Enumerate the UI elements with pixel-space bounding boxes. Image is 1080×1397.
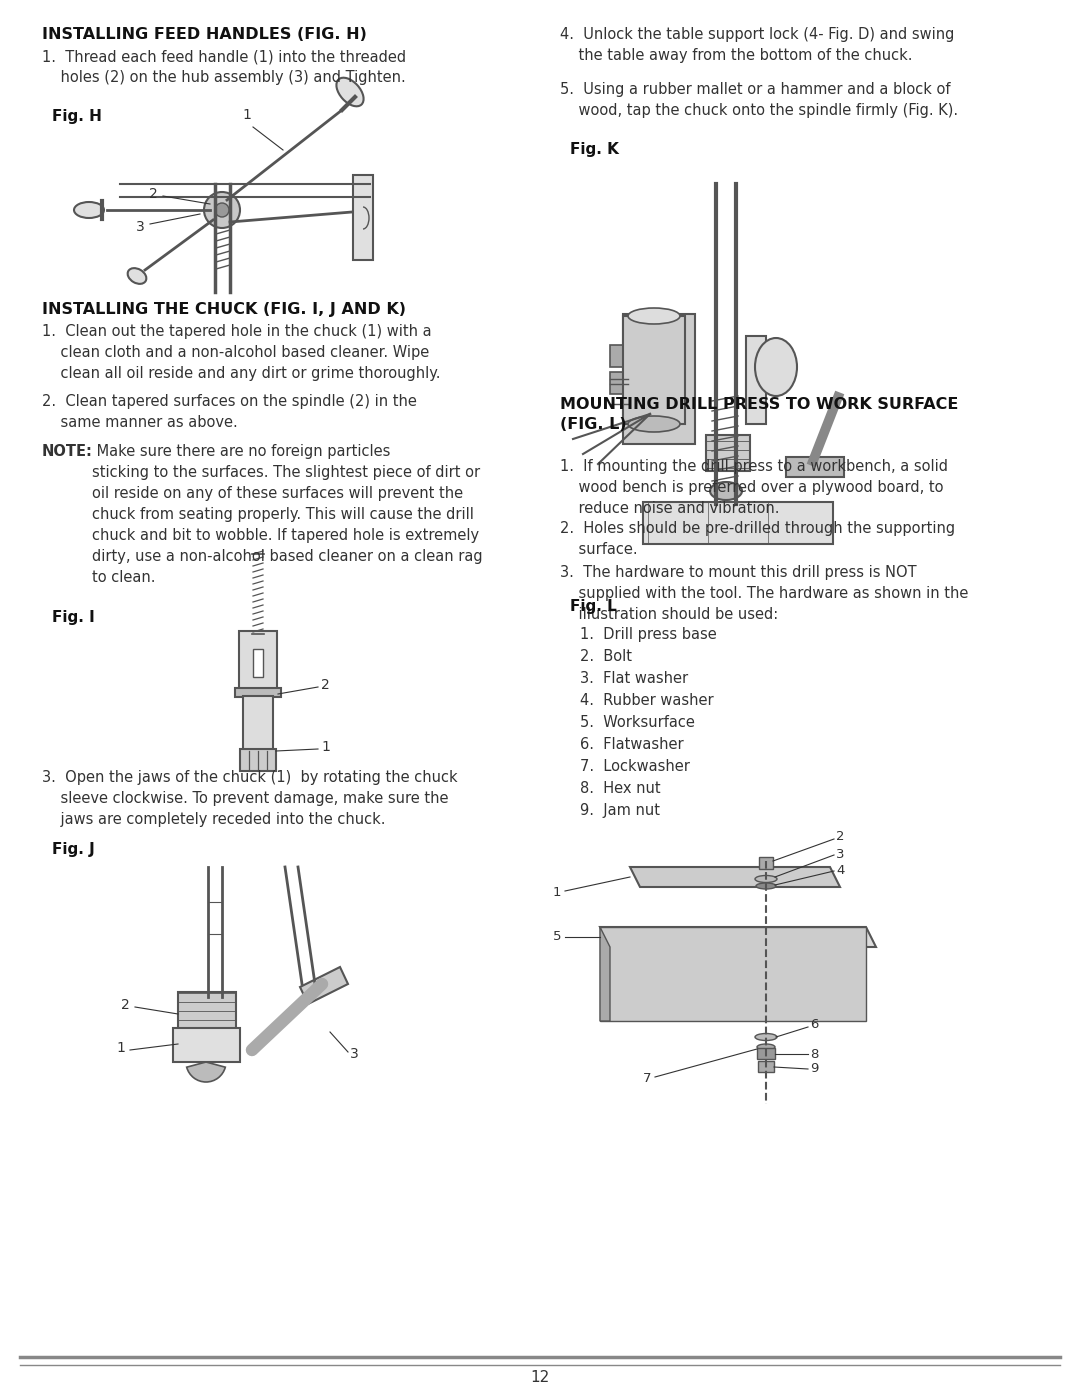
- Text: 1.  Clean out the tapered hole in the chuck (1) with a
    clean cloth and a non: 1. Clean out the tapered hole in the chu…: [42, 324, 441, 381]
- Ellipse shape: [710, 482, 742, 500]
- Ellipse shape: [75, 203, 104, 218]
- Text: MOUNTING DRILL PRESS TO WORK SURFACE
(FIG. L): MOUNTING DRILL PRESS TO WORK SURFACE (FI…: [561, 397, 958, 432]
- Bar: [757, 1048, 775, 1059]
- Text: 7.  Lockwasher: 7. Lockwasher: [580, 759, 690, 774]
- Text: 2: 2: [836, 830, 845, 844]
- Text: 4.  Rubber washer: 4. Rubber washer: [580, 693, 714, 708]
- Text: 9.  Jam nut: 9. Jam nut: [580, 803, 660, 819]
- Bar: [786, 457, 843, 476]
- Wedge shape: [187, 1062, 226, 1083]
- Text: 1: 1: [321, 740, 329, 754]
- Text: 5.  Using a rubber mallet or a hammer and a block of
    wood, tap the chuck ont: 5. Using a rubber mallet or a hammer and…: [561, 82, 958, 117]
- Ellipse shape: [336, 78, 364, 106]
- Text: 5: 5: [553, 930, 562, 943]
- Ellipse shape: [757, 1044, 775, 1051]
- Text: Fig. K: Fig. K: [570, 142, 619, 156]
- Ellipse shape: [127, 268, 147, 284]
- Text: 1.  Drill press base: 1. Drill press base: [580, 627, 717, 643]
- Bar: [643, 502, 833, 543]
- Text: Fig. H: Fig. H: [52, 109, 102, 124]
- Bar: [240, 749, 276, 771]
- Bar: [623, 316, 685, 425]
- Bar: [178, 992, 237, 1030]
- Text: 1: 1: [243, 108, 252, 122]
- Ellipse shape: [755, 338, 797, 395]
- Polygon shape: [600, 928, 610, 1021]
- Bar: [235, 687, 281, 697]
- Text: 2: 2: [321, 678, 329, 692]
- Polygon shape: [600, 928, 876, 947]
- Polygon shape: [600, 928, 866, 1021]
- Polygon shape: [630, 868, 840, 887]
- Text: Fig. L: Fig. L: [570, 599, 617, 615]
- Bar: [610, 372, 630, 394]
- Text: 8: 8: [810, 1048, 819, 1060]
- Bar: [758, 1060, 774, 1071]
- Text: 3: 3: [836, 848, 845, 862]
- Text: 5.  Worksurface: 5. Worksurface: [580, 715, 694, 731]
- Circle shape: [204, 191, 240, 228]
- Text: 6.  Flatwasher: 6. Flatwasher: [580, 738, 684, 752]
- Bar: [746, 337, 766, 425]
- Text: 4: 4: [836, 865, 845, 877]
- Text: 3.  The hardware to mount this drill press is NOT
    supplied with the tool. Th: 3. The hardware to mount this drill pres…: [561, 564, 969, 622]
- Text: 2.  Holes should be pre-drilled through the supporting
    surface.: 2. Holes should be pre-drilled through t…: [561, 521, 955, 557]
- Text: NOTE:: NOTE:: [42, 444, 93, 460]
- Bar: [706, 434, 750, 471]
- Text: 2: 2: [149, 187, 158, 201]
- Text: 3.  Open the jaws of the chuck (1)  by rotating the chuck
    sleeve clockwise. : 3. Open the jaws of the chuck (1) by rot…: [42, 770, 458, 827]
- Bar: [623, 314, 696, 444]
- Text: Fig. J: Fig. J: [52, 842, 95, 856]
- Text: Make sure there are no foreign particles
sticking to the surfaces. The slightest: Make sure there are no foreign particles…: [92, 444, 483, 585]
- Bar: [173, 1028, 240, 1062]
- Ellipse shape: [755, 876, 777, 883]
- Bar: [759, 856, 773, 869]
- Text: 4.  Unlock the table support lock (4- Fig. D) and swing
    the table away from : 4. Unlock the table support lock (4- Fig…: [561, 27, 955, 63]
- Text: 2.  Clean tapered surfaces on the spindle (2) in the
    same manner as above.: 2. Clean tapered surfaces on the spindle…: [42, 394, 417, 430]
- Circle shape: [215, 203, 229, 217]
- Ellipse shape: [627, 416, 680, 432]
- Bar: [253, 650, 264, 678]
- Text: 1.  If mounting the drill press to a workbench, a solid
    wood bench is prefer: 1. If mounting the drill press to a work…: [561, 460, 948, 515]
- Text: 3: 3: [350, 1046, 359, 1060]
- Text: INSTALLING THE CHUCK (FIG. I, J AND K): INSTALLING THE CHUCK (FIG. I, J AND K): [42, 302, 406, 317]
- Ellipse shape: [627, 307, 680, 324]
- Polygon shape: [300, 967, 348, 1004]
- Text: 1: 1: [117, 1041, 125, 1055]
- Text: 3: 3: [136, 219, 145, 235]
- Text: 2.  Bolt: 2. Bolt: [580, 650, 632, 664]
- Text: 1.  Thread each feed handle (1) into the threaded
    holes (2) on the hub assem: 1. Thread each feed handle (1) into the …: [42, 49, 406, 85]
- Text: 8.  Hex nut: 8. Hex nut: [580, 781, 661, 796]
- Bar: [239, 631, 276, 692]
- Text: 9: 9: [810, 1063, 819, 1076]
- Text: 6: 6: [810, 1017, 819, 1031]
- Text: INSTALLING FEED HANDLES (FIG. H): INSTALLING FEED HANDLES (FIG. H): [42, 27, 367, 42]
- Ellipse shape: [756, 883, 777, 888]
- Text: 12: 12: [530, 1369, 550, 1384]
- Ellipse shape: [755, 1034, 777, 1041]
- Bar: [610, 345, 630, 367]
- Text: 2: 2: [121, 997, 130, 1011]
- Bar: [353, 175, 373, 260]
- Bar: [243, 696, 273, 752]
- Text: 7: 7: [643, 1073, 651, 1085]
- Text: 1: 1: [553, 887, 562, 900]
- Text: Fig. I: Fig. I: [52, 610, 95, 624]
- Text: 3.  Flat washer: 3. Flat washer: [580, 671, 688, 686]
